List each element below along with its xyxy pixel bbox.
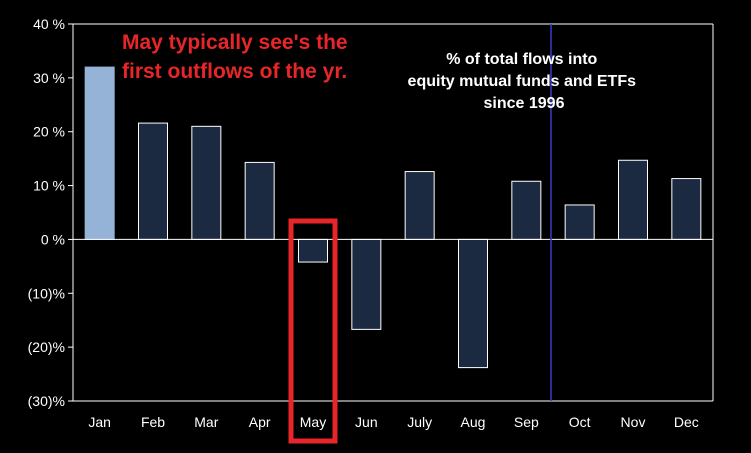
y-tick-label: 40 % — [33, 16, 65, 32]
description-line-2: equity mutual funds and ETFs — [408, 73, 637, 90]
x-tick-label: May — [300, 414, 326, 430]
x-tick-label: Mar — [194, 414, 218, 430]
bar-mar — [191, 125, 222, 240]
y-tick-label: 20 % — [33, 124, 65, 140]
x-tick-label: Dec — [674, 414, 699, 430]
bar-sep — [511, 180, 542, 240]
bar-nov — [618, 159, 648, 240]
bar-jan — [84, 66, 115, 240]
y-tick-label: 0 % — [41, 231, 65, 247]
description-line-3: since 1996 — [484, 95, 565, 112]
x-tick-label: Aug — [461, 414, 486, 430]
red-annotation: May typically see's the first outflows o… — [122, 31, 353, 83]
bar-apr — [244, 161, 275, 240]
x-tick-label: Nov — [621, 414, 646, 430]
x-tick-label: Jun — [355, 414, 378, 430]
bar-july — [404, 171, 435, 240]
bar-dec — [671, 178, 702, 240]
x-tick-label: Jan — [88, 414, 111, 430]
y-tick-label: (30)% — [28, 393, 65, 409]
bar-jun — [351, 238, 382, 330]
chart-description-annotation: % of total flows into equity mutual fund… — [408, 51, 641, 112]
y-axis-ticks: 40 % 30 % 20 % 10 % 0 % (10)% (20)% (30)% — [28, 16, 73, 409]
bars — [84, 66, 702, 369]
x-axis-labels: Jan Feb Mar Apr May Jun July Aug Sep Oct Nov Dec — [88, 414, 698, 430]
x-tick-label: July — [407, 414, 432, 430]
y-tick-label: 30 % — [33, 70, 65, 86]
y-tick-label: (20)% — [28, 339, 65, 355]
description-line-1: % of total flows into — [446, 51, 597, 68]
may-highlight-box — [288, 218, 338, 444]
x-tick-label: Oct — [569, 414, 591, 430]
bar-may — [298, 238, 328, 263]
x-tick-label: Apr — [249, 414, 271, 430]
x-tick-label: Sep — [514, 414, 539, 430]
bar-oct — [564, 204, 595, 240]
y-tick-label: (10)% — [28, 285, 65, 301]
bar-feb — [138, 122, 168, 240]
bar-aug — [458, 238, 488, 369]
red-annotation-line-1: May typically see's the — [122, 31, 348, 54]
red-annotation-line-2: first outflows of the yr. — [122, 60, 347, 83]
x-tick-label: Feb — [141, 414, 165, 430]
y-tick-label: 10 % — [33, 178, 65, 194]
